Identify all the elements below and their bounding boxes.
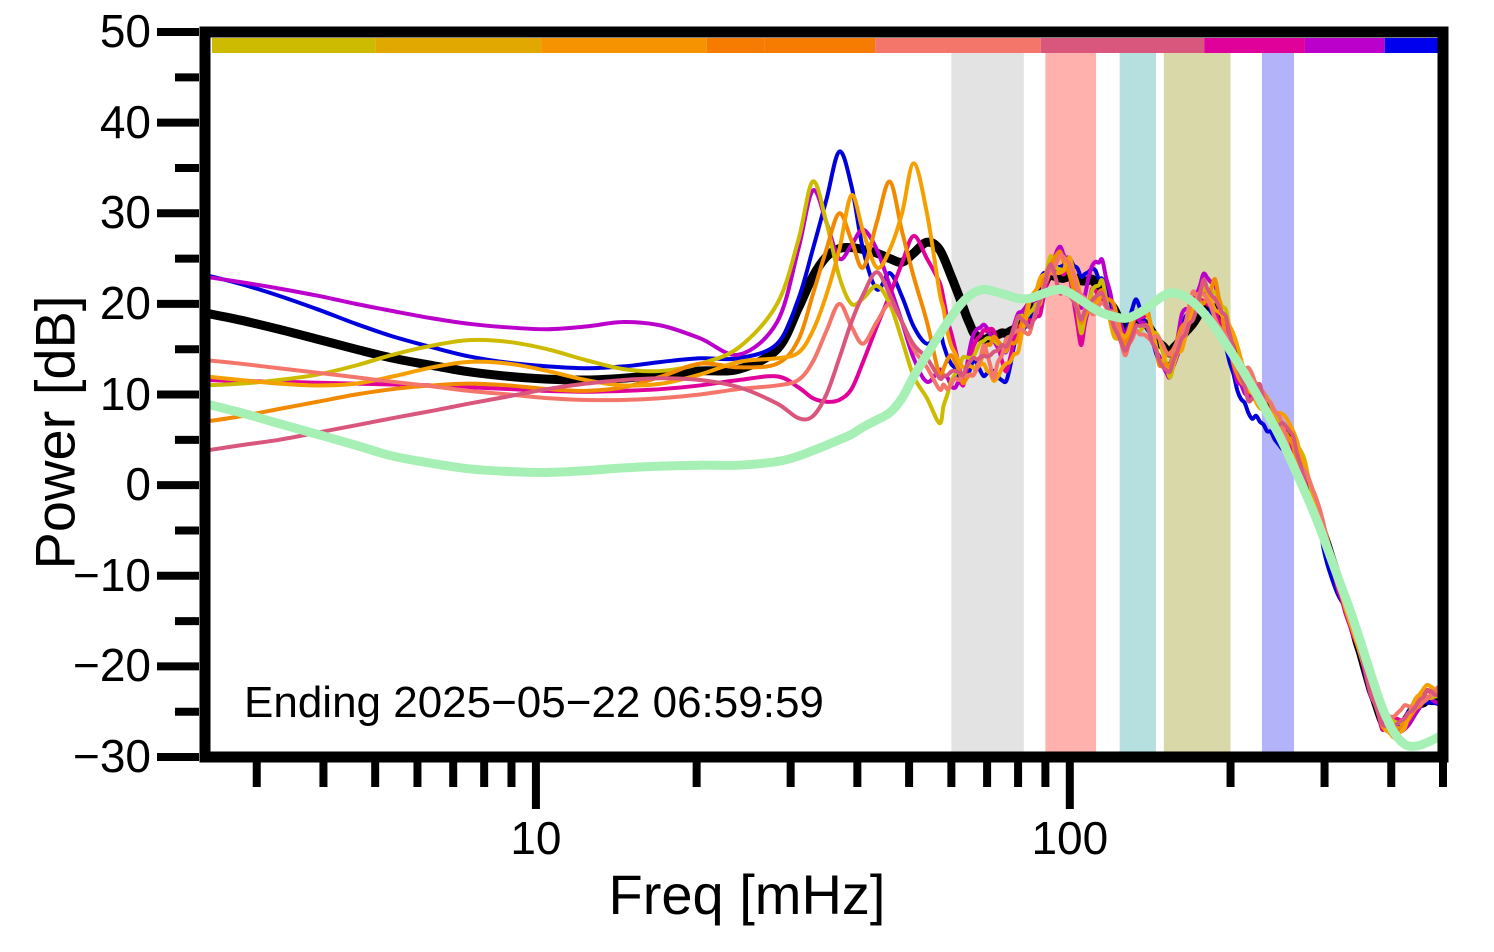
band-khaki xyxy=(1163,52,1231,757)
ending-timestamp-annotation: Ending 2025−05−22 06:59:59 xyxy=(244,678,824,727)
spectrum-curve-spectrum-salmon xyxy=(203,252,1441,719)
y-tick-label--20: −20 xyxy=(72,639,151,692)
colorbar-segment-8 xyxy=(1304,38,1385,53)
y-tick-label-50: 50 xyxy=(99,5,151,57)
y-tick-label-20: 20 xyxy=(99,276,151,329)
y-tick-label-10: 10 xyxy=(99,367,151,420)
axis-frame xyxy=(199,26,1449,763)
colorbar-segment-4 xyxy=(764,38,876,53)
highlight-bands-layer xyxy=(951,52,1295,757)
spectra-curves-layer xyxy=(200,149,1443,751)
y-tick-label-30: 30 xyxy=(99,186,151,239)
colorbar-segment-6 xyxy=(1040,38,1205,53)
band-teal xyxy=(1119,52,1156,757)
x-tick-label-100: 100 xyxy=(1031,812,1109,864)
spectrum-curve-spectrum-blue xyxy=(203,149,1441,735)
x-tick-label-10: 10 xyxy=(510,812,562,864)
y-tick-label--30: −30 xyxy=(72,730,151,782)
y-tick-label-40: 40 xyxy=(99,95,151,148)
colorbar-segment-9 xyxy=(1384,38,1440,53)
colorbar-segment-1 xyxy=(375,38,542,53)
band-pink xyxy=(1045,52,1097,757)
band-gray xyxy=(951,52,1024,757)
y-tick-label-0: 0 xyxy=(125,458,151,511)
colorbar-segment-7 xyxy=(1204,38,1305,53)
axis-ticks xyxy=(157,28,1447,809)
spectrum-curve-mean-spectrum xyxy=(200,237,1443,738)
x-axis-title: Freq [mHz] xyxy=(608,863,886,926)
spectrum-curve-spectrum-mintgreen xyxy=(200,284,1443,751)
colorbar-segment-0 xyxy=(212,38,376,53)
colorbar-segment-5 xyxy=(875,38,1041,53)
colorbar-strip xyxy=(212,38,1440,53)
colorbar-segment-2 xyxy=(541,38,707,53)
colorbar-segment-3 xyxy=(706,38,765,53)
y-tick-label--10: −10 xyxy=(72,548,151,601)
